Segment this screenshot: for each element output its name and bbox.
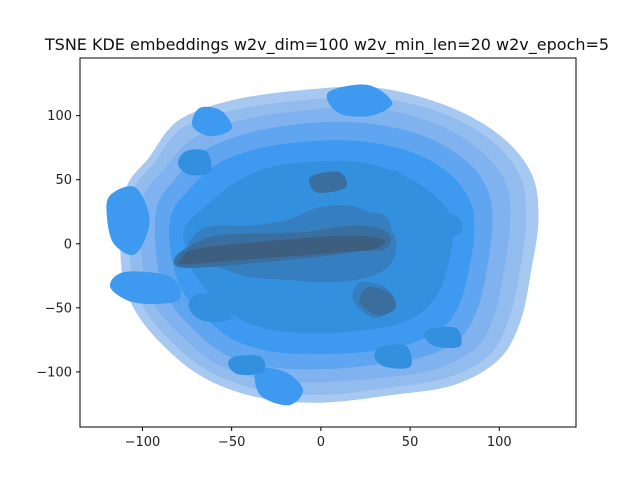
x-tick-label: −100 [125, 435, 161, 450]
y-tick-label: 0 [64, 237, 72, 252]
x-tick-label: −50 [218, 435, 245, 450]
kde-blob-19 [359, 286, 397, 316]
kde-blob-2 [109, 271, 181, 304]
kde-blob-4 [326, 84, 393, 117]
kde-blob-10 [178, 149, 212, 176]
y-tick-label: 50 [55, 173, 72, 188]
kde-blob-9 [417, 212, 463, 237]
kde-blob-14 [424, 326, 462, 349]
kde-blob-8 [370, 168, 405, 191]
kde-blob-3 [191, 106, 232, 137]
kde-blob-11 [188, 292, 233, 322]
kde-blob-1 [106, 186, 150, 256]
kde-blob-17 [308, 171, 348, 193]
y-tick-label: −50 [45, 301, 72, 316]
y-tick-label: 100 [47, 109, 72, 124]
kde-contour-level-9 [178, 236, 385, 265]
chart-title: TSNE KDE embeddings w2v_dim=100 w2v_min_… [44, 35, 609, 55]
x-tick-label: 0 [317, 435, 325, 450]
kde-blob-5 [254, 367, 304, 406]
kde-blob-12 [374, 344, 412, 369]
x-axis: −100 −50 0 50 100 [125, 427, 512, 450]
x-tick-label: 50 [402, 435, 419, 450]
kde-blob-13 [228, 355, 266, 376]
plot-area [106, 84, 539, 406]
plot-frame [79, 57, 577, 428]
x-tick-label: 100 [487, 435, 512, 450]
y-tick-label: −100 [36, 365, 72, 380]
y-axis: −100 −50 0 50 100 [36, 109, 80, 380]
